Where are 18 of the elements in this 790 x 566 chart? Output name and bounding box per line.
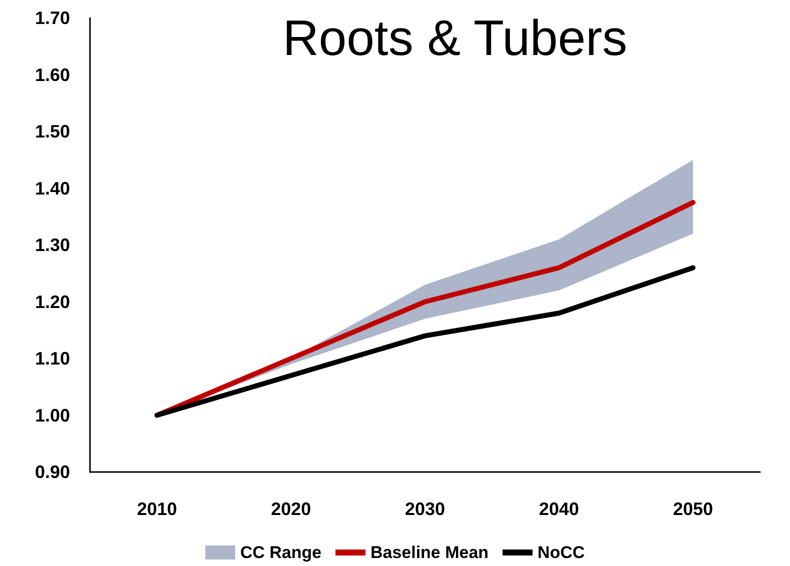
legend-label: CC Range [240,543,322,562]
x-tick-label: 2050 [672,499,714,519]
y-tick-label: 1.10 [34,348,70,368]
y-tick-label: 1.30 [34,235,70,255]
x-tick-label: 2030 [404,499,446,519]
x-tick-label: 2020 [270,499,312,519]
y-tick-label: 1.20 [34,292,70,312]
y-tick-label: 1.50 [34,122,70,142]
x-tick-label: 2010 [136,499,178,519]
y-tick-label: 1.00 [34,405,70,426]
y-tick-label: 1.40 [34,178,70,198]
legend-label: Baseline Mean [370,543,489,562]
legend-label: NoCC [538,543,585,562]
y-tick-label: 0.90 [34,462,70,482]
x-tick-label: 2040 [538,499,580,519]
y-tick-label: 1.60 [34,64,70,85]
chart-title: Roots & Tubers [282,10,628,66]
y-tick-label: 1.70 [34,8,70,28]
